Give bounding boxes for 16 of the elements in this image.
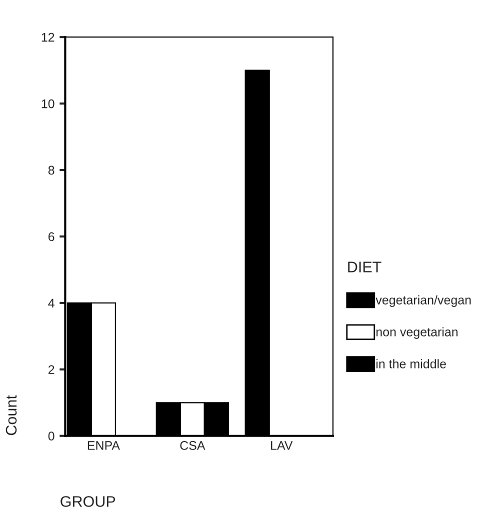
y-tick-label: 0: [48, 432, 54, 441]
legend-label: in the middle: [376, 359, 446, 368]
legend-label: non vegetarian: [376, 327, 458, 339]
x-tick-label: CSA: [180, 441, 206, 450]
y-tick-label: 8: [48, 166, 54, 175]
x-tick-label: LAV: [271, 441, 293, 450]
y-tick-label: 4: [48, 298, 54, 308]
y-tick-label: 2: [48, 365, 54, 374]
y-tick-label: 12: [42, 32, 54, 42]
x-axis-title: GROUP: [60, 496, 116, 507]
y-axis-title: Count: [6, 395, 17, 436]
y-tick-label: 6: [48, 232, 54, 242]
x-tick-label: ENPA: [88, 441, 120, 450]
legend-label: vegetarian/vegan: [376, 295, 471, 307]
legend-title: DIET: [348, 262, 382, 272]
y-tick-label: 10: [42, 99, 54, 108]
